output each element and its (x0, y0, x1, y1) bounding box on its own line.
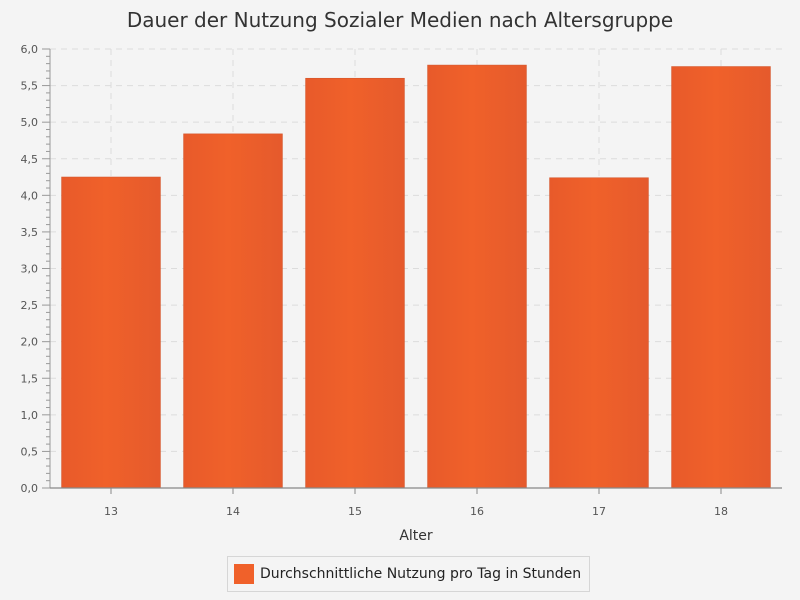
bar (671, 66, 771, 489)
x-tick-label: 16 (470, 505, 484, 518)
y-tick-label: 2,5 (21, 299, 39, 312)
y-tick-label: 3,5 (21, 226, 39, 239)
y-tick-label: 4,5 (21, 153, 39, 166)
legend-swatch (234, 564, 254, 584)
bar (305, 77, 405, 489)
bar (549, 177, 649, 489)
x-tick-label: 17 (592, 505, 606, 518)
y-tick-label: 6,0 (21, 43, 39, 56)
legend: Durchschnittliche Nutzung pro Tag in Stu… (227, 556, 591, 592)
x-tick-label: 18 (714, 505, 728, 518)
x-tick-label: 14 (226, 505, 240, 518)
bar (61, 176, 161, 489)
y-tick-label: 0,5 (21, 445, 39, 458)
y-tick-label: 4,0 (21, 189, 39, 202)
y-tick-label: 0,0 (21, 482, 39, 495)
y-tick-label: 5,0 (21, 116, 39, 129)
x-tick-label: 13 (104, 505, 118, 518)
bar (183, 133, 283, 489)
y-tick-label: 1,5 (21, 372, 39, 385)
y-tick-label: 5,5 (21, 80, 39, 93)
legend-label: Durchschnittliche Nutzung pro Tag in Stu… (260, 566, 582, 582)
x-axis-title: Alter (399, 528, 433, 544)
y-tick-label: 2,0 (21, 336, 39, 349)
bar (427, 64, 527, 489)
y-tick-label: 3,0 (21, 263, 39, 276)
y-tick-label: 1,0 (21, 409, 39, 422)
x-tick-label: 15 (348, 505, 362, 518)
chart-title: Dauer der Nutzung Sozialer Medien nach A… (126, 8, 674, 32)
